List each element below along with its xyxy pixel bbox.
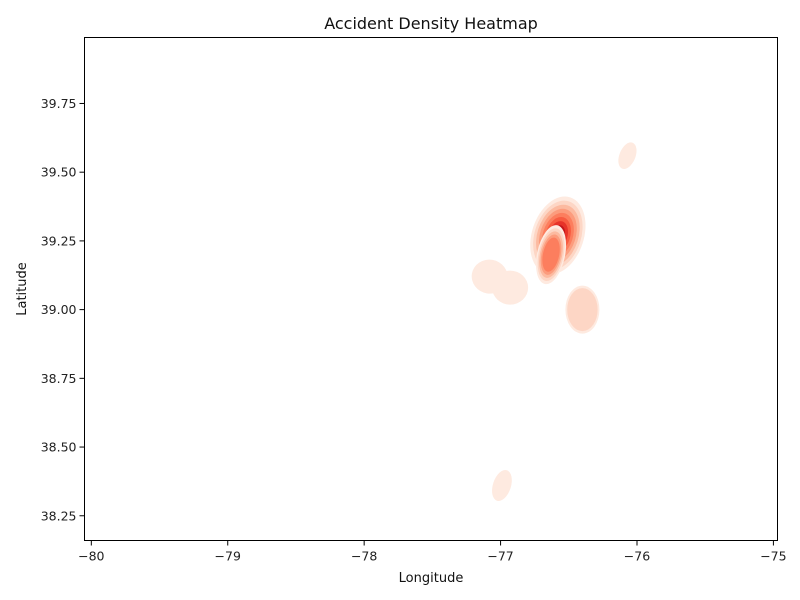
x-tick-label: −75 [760, 549, 786, 564]
y-tick-label: 38.25 [41, 508, 77, 523]
y-tick-label: 38.50 [41, 440, 77, 455]
density-contour [492, 270, 529, 305]
x-axis-title: Longitude [399, 571, 464, 586]
y-tick-label: 39.25 [41, 233, 77, 248]
density-contour [567, 288, 598, 332]
x-axis: −80 −79 −78 −77 −76 −75 [78, 540, 787, 564]
y-axis-title: Latitude [15, 262, 30, 316]
x-tick-label: −77 [487, 549, 513, 564]
y-tick-label: 38.75 [41, 371, 77, 386]
x-tick-label: −76 [624, 549, 650, 564]
density-contour [542, 237, 560, 272]
y-tick-label: 39.00 [41, 302, 77, 317]
density-contour [618, 142, 637, 170]
y-tick-label: 39.75 [41, 96, 77, 111]
x-tick-label: −79 [215, 549, 241, 564]
y-tick-label: 39.50 [41, 165, 77, 180]
density-layer [471, 142, 637, 501]
y-axis: 38.25 38.50 38.75 39.00 39.25 39.50 39.75 [41, 96, 85, 523]
x-tick-label: −78 [351, 549, 377, 564]
x-tick-label: −80 [78, 549, 104, 564]
density-contour [492, 470, 512, 501]
chart-title: Accident Density Heatmap [324, 14, 538, 33]
plot-frame [84, 37, 778, 541]
